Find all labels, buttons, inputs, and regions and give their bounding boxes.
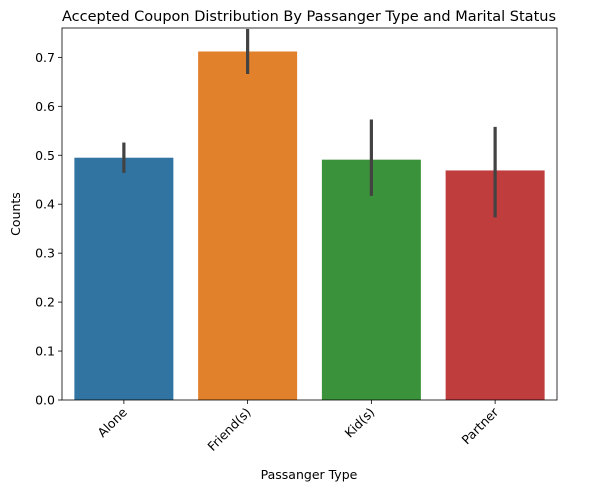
chart-title: Accepted Coupon Distribution By Passange… <box>62 9 556 25</box>
x-tick-label: Partner <box>459 404 502 447</box>
x-axis: Alone Friend(s) Kid(s) Partner <box>94 400 502 454</box>
bar-friend-s <box>198 51 298 400</box>
y-tick-label: 0.2 <box>35 295 55 310</box>
plot-frame <box>61 27 558 401</box>
y-tick-label: 0.0 <box>35 393 55 408</box>
error-bars-group <box>122 28 497 218</box>
y-axis-label: Counts <box>8 192 23 236</box>
x-tick-label: Friend(s) <box>204 405 253 454</box>
bar-alone <box>74 157 174 400</box>
y-tick-label: 0.7 <box>35 50 55 65</box>
x-tick-label: Alone <box>94 404 130 440</box>
y-tick-label: 0.5 <box>35 148 55 163</box>
bar-kid-s <box>321 159 421 400</box>
y-tick-label: 0.1 <box>35 344 55 359</box>
y-axis: 0.0 0.1 0.2 0.3 0.4 0.5 0.6 0.7 <box>35 50 62 408</box>
y-tick-label: 0.6 <box>35 99 55 114</box>
x-axis-label: Passanger Type <box>261 467 358 482</box>
y-tick-label: 0.3 <box>35 246 55 261</box>
bars-group <box>74 51 545 400</box>
y-tick-label: 0.4 <box>35 197 55 212</box>
x-tick-label: Kid(s) <box>342 405 378 441</box>
